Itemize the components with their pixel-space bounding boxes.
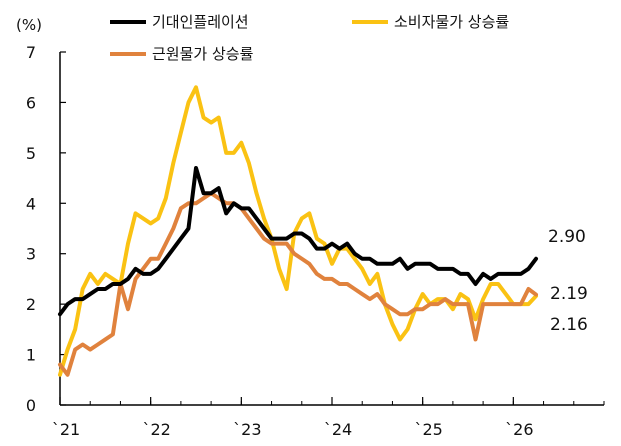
x-tick-label: `23 (233, 420, 261, 439)
x-tick-label: `21 (52, 420, 80, 439)
end-label-cpi: 2.16 (550, 315, 588, 335)
end-label-core: 2.19 (550, 284, 588, 304)
legend-label-core: 근원물가 상승률 (152, 45, 254, 63)
y-tick-label: 4 (26, 194, 36, 213)
end-label-expected-inflation: 2.90 (548, 227, 586, 247)
series-line-expected-inflation (58, 165, 538, 317)
end-labels: 2.90 2.16 2.19 (548, 227, 588, 335)
y-tick-label: 5 (26, 144, 36, 163)
series-line-core (58, 191, 538, 377)
y-tick-label: 7 (26, 43, 36, 62)
legend: 기대인플레이션 소비자물가 상승률 근원물가 상승률 (110, 13, 509, 63)
x-tick-label: `22 (142, 420, 170, 439)
y-tick-label: 3 (26, 245, 36, 264)
x-tick-label: `24 (324, 420, 352, 439)
y-tick-label: 2 (26, 295, 36, 314)
legend-label-expected-inflation: 기대인플레이션 (152, 13, 249, 31)
series-layer (58, 85, 538, 377)
y-unit-label: (%) (16, 16, 42, 34)
y-axis: 0 1 2 3 4 5 6 7 (26, 43, 66, 415)
y-tick-label: 0 (26, 396, 36, 415)
x-tick-label: `26 (505, 420, 533, 439)
series-line-cpi (58, 85, 538, 377)
x-tick-label: `25 (414, 420, 442, 439)
y-tick-label: 1 (26, 346, 36, 365)
legend-label-cpi: 소비자물가 상승률 (394, 13, 509, 31)
x-axis: `21 `22 `23 `24 `25 `26 (52, 397, 605, 439)
y-tick-label: 6 (26, 93, 36, 112)
